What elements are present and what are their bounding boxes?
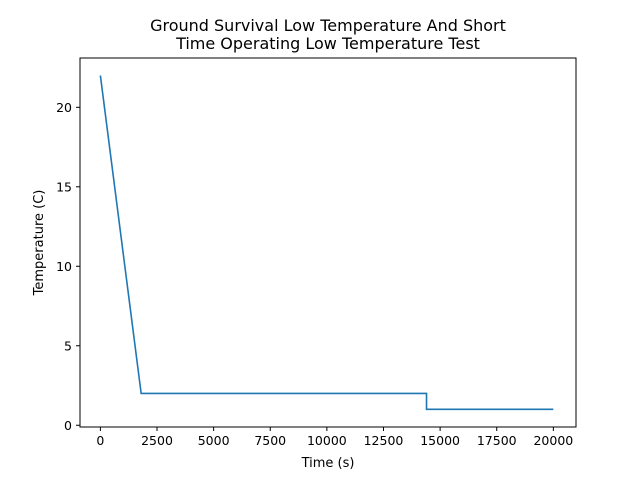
x-tick-label: 5000: [198, 433, 230, 448]
y-tick-label: 20: [56, 100, 72, 115]
x-tick-label: 2500: [141, 433, 173, 448]
x-axis-label: Time (s): [301, 456, 355, 471]
y-axis-label: Temperature (C): [32, 190, 47, 297]
x-tick-label: 17500: [477, 433, 517, 448]
temperature-series-line: [99, 75, 554, 411]
x-tick-label: 15000: [420, 433, 460, 448]
chart-title-line-1: Ground Survival Low Temperature And Shor…: [150, 16, 506, 35]
y-axis-ticks: 0 5 10 15 20: [56, 100, 80, 433]
y-tick-label: 0: [64, 418, 72, 433]
y-tick-label: 10: [56, 259, 72, 274]
series-layer: [99, 75, 554, 411]
chart-title-line-2: Time Operating Low Temperature Test: [175, 34, 480, 53]
plot-frame: [79, 57, 577, 428]
y-tick-label: 5: [64, 338, 72, 353]
x-tick-label: 7500: [254, 433, 286, 448]
x-tick-label: 0: [96, 433, 104, 448]
x-axis-ticks: 0 2500 5000 7500 10000 12500 15000 17500 20000: [96, 427, 573, 448]
x-tick-label: 12500: [364, 433, 404, 448]
x-tick-label: 10000: [307, 433, 347, 448]
x-tick-label: 20000: [533, 433, 573, 448]
y-tick-label: 15: [56, 179, 72, 194]
